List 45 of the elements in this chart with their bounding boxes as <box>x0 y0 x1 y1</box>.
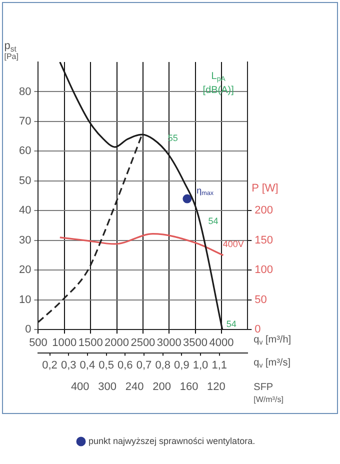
annotation: 54 <box>208 216 218 226</box>
y2-tick-label: 100 <box>254 264 274 276</box>
y-tick-label: 30 <box>18 234 32 246</box>
text: 240 <box>125 381 144 394</box>
y-tick-label: 50 <box>18 174 32 187</box>
y-tick-label: 60 <box>18 145 32 158</box>
x-tick-label: 1000 <box>52 337 77 350</box>
y2-tick-label: 150 <box>254 234 274 246</box>
x-tick-label: 2500 <box>130 337 156 350</box>
text: 400 <box>70 381 90 394</box>
y2-tick-label: 200 <box>254 204 274 217</box>
x-tick-label: 3000 <box>156 337 182 350</box>
y2-axis-title: P [W] <box>252 182 278 195</box>
x-tick-label: 4000 <box>209 337 234 350</box>
x2-tick-label: 0,6 <box>117 359 133 372</box>
text: 160 <box>180 381 198 394</box>
text: SFP [W/m³/s] <box>254 382 284 404</box>
y-tick-label: 40 <box>18 204 32 217</box>
y-tick-label: 80 <box>18 86 32 98</box>
x2-tick-label: 1,0 <box>192 359 208 372</box>
y-tick-label: 70 <box>18 116 32 128</box>
text: 200 <box>152 381 171 394</box>
x-tick-label: 500 <box>29 337 48 350</box>
x-tick-label: 2000 <box>104 337 130 350</box>
annotation: 54 <box>226 319 236 330</box>
annotation: 400V <box>222 238 244 249</box>
x2-tick-label: 0,4 <box>80 359 96 372</box>
x2-tick-label: 0,8 <box>155 359 170 372</box>
x2-tick-label: 0,9 <box>174 359 190 372</box>
y-tick-label: 20 <box>18 264 32 276</box>
x2-tick-label: 0,3 <box>60 359 76 372</box>
x2-tick-label: 0,5 <box>98 359 114 372</box>
x2-tick-label: 0,7 <box>136 359 152 372</box>
x-tick-label: 1500 <box>78 337 103 350</box>
x2-tick-label: 0,2 <box>42 359 58 372</box>
y2-tick-label: 50 <box>254 294 267 306</box>
y-tick-label: 10 <box>18 294 32 306</box>
line-series <box>59 233 224 256</box>
y2-tick-label: 0 <box>254 324 261 336</box>
legend-label: punkt najwyższej sprawności wentylatora. <box>88 436 256 446</box>
x-tick-label: 3500 <box>183 337 208 350</box>
text: 120 <box>207 381 226 394</box>
x2-tick-label: 1,1 <box>212 359 228 372</box>
text: 300 <box>98 381 117 394</box>
y-tick-label: 0 <box>25 324 32 336</box>
